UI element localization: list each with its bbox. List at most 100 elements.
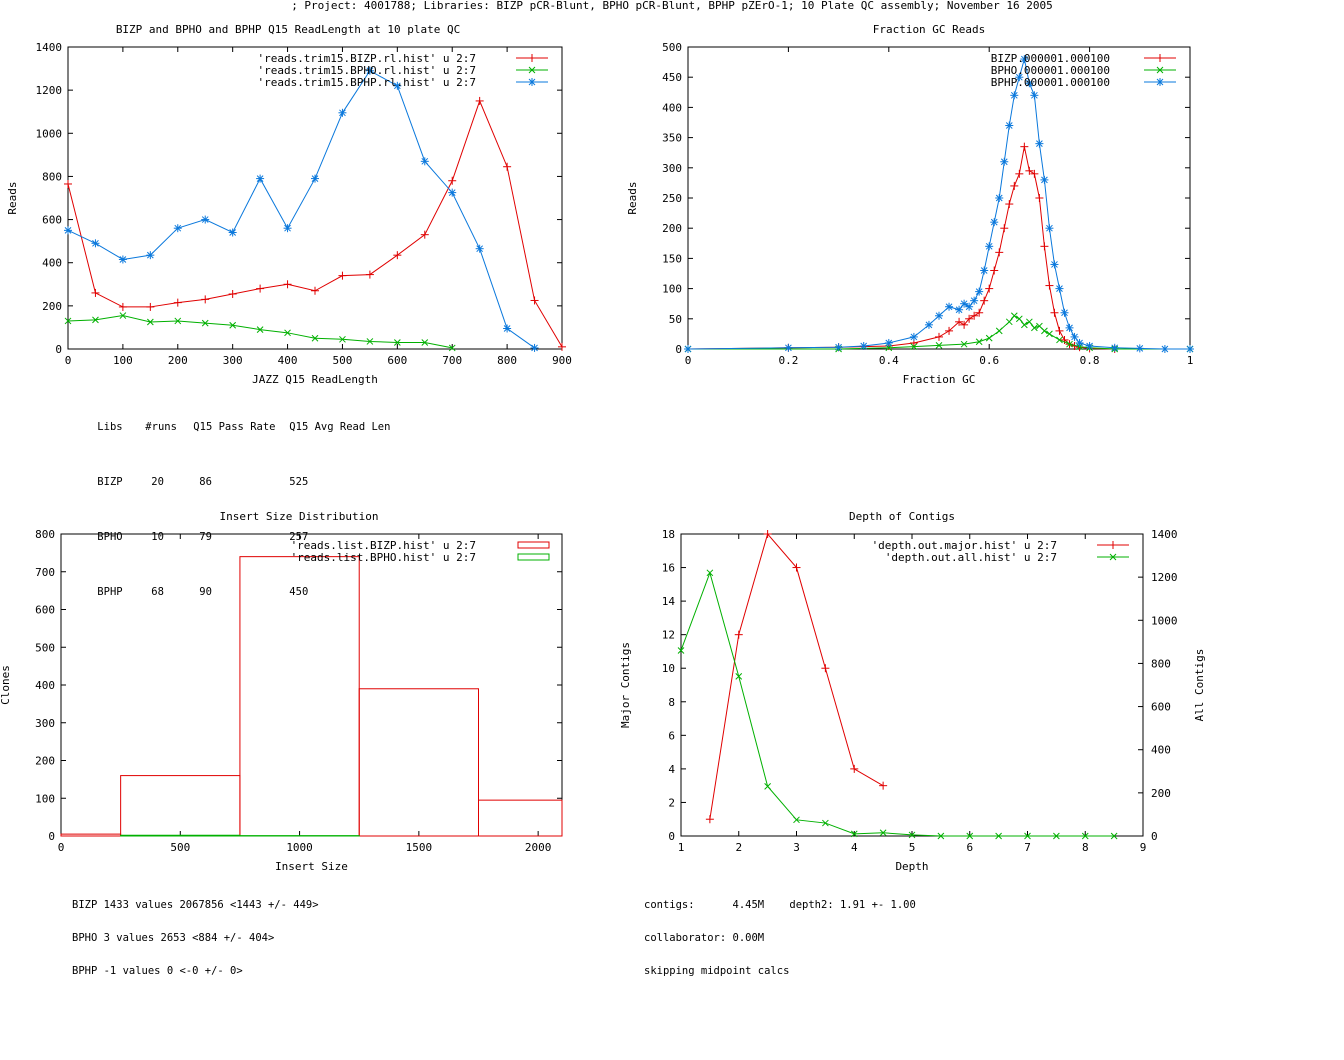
data-point bbox=[475, 244, 484, 253]
y-tick-label: 100 bbox=[35, 792, 55, 805]
chart-title: Depth of Contigs bbox=[849, 510, 955, 523]
data-point bbox=[1055, 326, 1064, 335]
data-point bbox=[118, 255, 127, 264]
data-point bbox=[92, 316, 99, 324]
data-point bbox=[995, 327, 1003, 335]
legend-box bbox=[517, 541, 550, 549]
data-point bbox=[393, 339, 401, 346]
data-point bbox=[1110, 343, 1119, 352]
data-point bbox=[677, 647, 685, 654]
y-tick-label: 200 bbox=[42, 300, 62, 313]
data-point bbox=[784, 343, 793, 352]
x-tick-label: 9 bbox=[1140, 841, 1147, 854]
data-point bbox=[1026, 318, 1033, 326]
series-line bbox=[687, 58, 1190, 350]
x-tick-label: 5 bbox=[909, 841, 916, 854]
data-point bbox=[1075, 338, 1084, 347]
data-point bbox=[173, 224, 182, 233]
data-point bbox=[311, 174, 319, 183]
legend-marker bbox=[1156, 54, 1164, 62]
data-point bbox=[91, 288, 100, 297]
data-point bbox=[970, 296, 979, 305]
data-point bbox=[1056, 336, 1063, 344]
data-point bbox=[1065, 323, 1074, 332]
x-tick-label: 1500 bbox=[406, 841, 433, 854]
y2-tick-label: 400 bbox=[1151, 744, 1171, 757]
y-tick-label: 700 bbox=[35, 566, 55, 579]
data-point bbox=[1060, 308, 1069, 317]
y-tick-label: 50 bbox=[669, 313, 682, 326]
x-tick-label: 500 bbox=[170, 841, 190, 854]
x-tick-label: 300 bbox=[223, 354, 243, 367]
y2-tick-label: 800 bbox=[1151, 657, 1171, 670]
data-point bbox=[64, 179, 72, 188]
plot-frame-0 bbox=[67, 46, 563, 350]
data-point bbox=[1045, 281, 1054, 290]
y2-tick-label: 600 bbox=[1151, 701, 1171, 714]
y2-tick-label: 1000 bbox=[1151, 614, 1178, 627]
data-point bbox=[1005, 121, 1014, 130]
depth-note-collaborator: collaborator: 0.00M bbox=[644, 932, 765, 944]
x-tick-label: 100 bbox=[113, 354, 133, 367]
data-point bbox=[945, 326, 954, 335]
stats-header-libs: Libs bbox=[97, 421, 123, 433]
data-point bbox=[955, 305, 964, 314]
x-tick-label: 3 bbox=[793, 841, 800, 854]
x-axis-label: JAZZ Q15 ReadLength bbox=[252, 373, 378, 386]
data-point bbox=[975, 338, 983, 346]
insert-note-bphp: BPHP -1 values 0 <-0 +/- 0> bbox=[72, 965, 243, 977]
stats-cell: 90 bbox=[199, 586, 212, 598]
x-tick-label: 500 bbox=[333, 354, 353, 367]
data-point bbox=[146, 251, 155, 260]
page-title: ; Project: 4001788; Libraries: BIZP pCR-… bbox=[291, 0, 1053, 12]
data-point bbox=[1035, 194, 1044, 202]
y-tick-label: 1000 bbox=[36, 127, 63, 140]
data-point bbox=[1041, 327, 1048, 335]
data-point bbox=[1010, 312, 1018, 320]
y-tick-label: 0 bbox=[48, 830, 55, 843]
chart-title: Fraction GC Reads bbox=[873, 23, 986, 36]
y-tick-label: 600 bbox=[35, 604, 55, 617]
y-tick-label: 0 bbox=[55, 343, 62, 356]
y-tick-label: 450 bbox=[662, 71, 682, 84]
data-point bbox=[793, 816, 800, 824]
data-point bbox=[1040, 242, 1049, 251]
data-point bbox=[945, 302, 954, 311]
y2-tick-label: 1200 bbox=[1151, 571, 1178, 584]
data-point bbox=[885, 344, 893, 352]
y-tick-label: 14 bbox=[662, 595, 676, 608]
data-point bbox=[735, 673, 743, 680]
data-point bbox=[365, 270, 374, 279]
data-point bbox=[448, 176, 457, 185]
data-point bbox=[1020, 142, 1029, 151]
data-point bbox=[1081, 832, 1089, 840]
y-tick-label: 400 bbox=[662, 101, 682, 114]
data-point bbox=[256, 174, 265, 183]
data-point bbox=[530, 296, 539, 305]
legend-marker bbox=[528, 54, 536, 62]
y2-axis-label: All Contigs bbox=[1193, 649, 1206, 722]
data-point bbox=[146, 302, 155, 311]
y-tick-label: 200 bbox=[662, 222, 682, 235]
data-point bbox=[64, 226, 72, 235]
data-point bbox=[763, 530, 772, 538]
y-tick-label: 10 bbox=[662, 662, 675, 675]
histogram-bar bbox=[478, 799, 563, 837]
y-axis-label: Reads bbox=[6, 181, 19, 214]
legend-label: BPHP.000001.000100 bbox=[991, 76, 1110, 89]
stats-header-runs: #runs bbox=[145, 421, 177, 433]
series-line bbox=[67, 99, 563, 348]
data-point bbox=[909, 332, 918, 341]
y-tick-label: 350 bbox=[662, 132, 682, 145]
stats-cell: BIZP bbox=[97, 476, 123, 488]
data-point bbox=[995, 832, 1002, 840]
data-point bbox=[530, 343, 539, 352]
data-point bbox=[118, 302, 127, 311]
x-tick-label: 8 bbox=[1082, 841, 1089, 854]
y2-tick-label: 200 bbox=[1151, 787, 1171, 800]
legend-marker bbox=[528, 78, 536, 86]
y-tick-label: 1400 bbox=[36, 41, 63, 54]
data-point bbox=[1040, 175, 1049, 184]
data-point bbox=[884, 338, 893, 347]
data-point bbox=[1110, 832, 1118, 840]
